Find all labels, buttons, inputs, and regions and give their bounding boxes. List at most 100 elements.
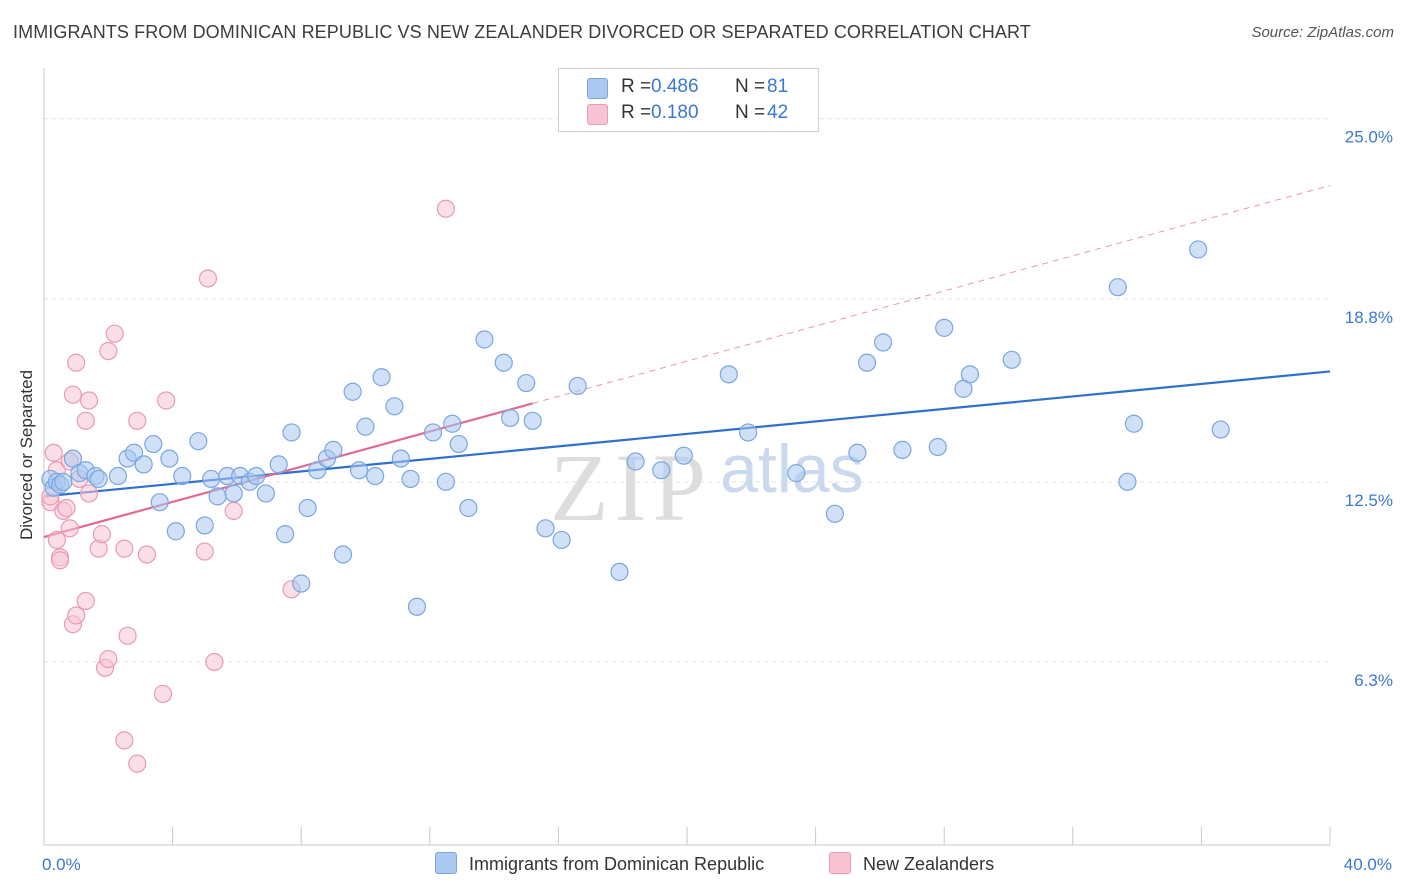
blue-data-point bbox=[324, 440, 343, 459]
pink-data-point bbox=[63, 385, 83, 404]
legend-n-value: 42 bbox=[767, 102, 789, 123]
pink-data-point bbox=[67, 353, 86, 372]
blue-data-point bbox=[150, 493, 169, 512]
y-tick-label: 18.8% bbox=[1345, 308, 1393, 327]
blue-data-point bbox=[54, 472, 73, 491]
blue-data-point bbox=[1118, 472, 1137, 491]
blue-data-point bbox=[108, 466, 128, 486]
blue-data-point bbox=[857, 353, 877, 372]
blue-data-point bbox=[160, 449, 179, 468]
blue-data-point bbox=[494, 353, 513, 372]
blue-data-point bbox=[256, 484, 275, 503]
source-credit: Source: ZipAtlas.com bbox=[1251, 24, 1394, 41]
blue-data-point bbox=[475, 330, 494, 349]
blue-data-point bbox=[523, 411, 542, 430]
legend-swatch-pink bbox=[587, 104, 608, 125]
bottom-legend-label: New Zealanders bbox=[863, 854, 995, 874]
blue-data-point bbox=[202, 469, 221, 489]
blue-data-point bbox=[960, 365, 980, 384]
y-tick-label: 6.3% bbox=[1354, 671, 1393, 690]
blue-data-point bbox=[552, 530, 571, 550]
blue-data-point bbox=[536, 519, 555, 538]
pink-data-point bbox=[105, 324, 124, 343]
blue-data-point bbox=[874, 333, 893, 352]
pink-data-point bbox=[57, 498, 76, 518]
blue-data-point bbox=[349, 461, 369, 480]
blue-data-point bbox=[719, 365, 738, 384]
pink-data-point bbox=[153, 684, 173, 704]
blue-data-point bbox=[674, 446, 693, 465]
x-tick-label: 40.0% bbox=[1344, 855, 1392, 874]
pink-data-point bbox=[205, 652, 224, 672]
pink-data-point bbox=[76, 591, 95, 611]
pink-data-point bbox=[115, 731, 134, 750]
axis-layer bbox=[43, 68, 1331, 846]
pink-data-point bbox=[224, 501, 243, 520]
blue-data-point bbox=[298, 498, 317, 518]
blue-data-point bbox=[292, 574, 311, 593]
pink-data-point bbox=[50, 551, 70, 570]
blue-data-point bbox=[173, 466, 192, 486]
legend-r-label: R = bbox=[621, 102, 652, 123]
pink-data-point bbox=[76, 411, 95, 430]
legend-n-label: N = bbox=[735, 76, 766, 97]
blue-data-point bbox=[610, 562, 629, 582]
blue-data-point bbox=[269, 455, 288, 474]
pink-data-point bbox=[137, 545, 156, 564]
blue-data-point bbox=[787, 464, 806, 483]
blue-data-point bbox=[848, 443, 867, 462]
blue-data-point bbox=[356, 417, 375, 436]
legend-r-value: 0.486 bbox=[651, 76, 699, 97]
blue-data-point bbox=[401, 469, 420, 489]
bottom-legend-label: Immigrants from Dominican Republic bbox=[469, 854, 765, 874]
pink-data-point bbox=[118, 626, 137, 645]
pink-data-point bbox=[47, 530, 66, 550]
blue-data-point bbox=[89, 469, 108, 489]
blue-data-point bbox=[391, 449, 410, 468]
bottom-legend-dominican: Immigrants from Dominican Republic bbox=[435, 852, 764, 875]
pink-data-point bbox=[115, 539, 134, 558]
pink-data-point bbox=[128, 754, 147, 773]
blue-data-point bbox=[935, 318, 954, 337]
blue-data-point bbox=[568, 376, 587, 396]
blue-data-point bbox=[436, 472, 455, 491]
blue-data-point bbox=[738, 423, 758, 442]
tick-labels: 6.3% 12.5% 18.8% 25.0% 0.0% 40.0% bbox=[42, 128, 1393, 874]
blue-data-point bbox=[893, 440, 912, 459]
blue-data-point bbox=[166, 522, 185, 541]
y-tick-label: 12.5% bbox=[1345, 491, 1393, 510]
pink-data-point bbox=[79, 391, 99, 410]
blue-data-point bbox=[208, 487, 227, 506]
blue-data-point bbox=[517, 373, 536, 393]
y-axis-label: Divorced or Separated bbox=[17, 369, 36, 541]
blue-data-point bbox=[1108, 278, 1127, 297]
bottom-legend-swatch-blue bbox=[435, 852, 457, 874]
blue-data-point bbox=[652, 461, 671, 480]
blue-data-point bbox=[423, 423, 443, 442]
blue-data-point bbox=[1211, 420, 1230, 439]
x-tick-label: 0.0% bbox=[42, 855, 81, 874]
blue-data-point bbox=[385, 397, 404, 416]
pink-data-point bbox=[195, 542, 214, 561]
pink-data-point bbox=[436, 199, 455, 218]
blue-data-point bbox=[825, 504, 844, 523]
blue-data-point bbox=[144, 434, 163, 454]
y-tick-label: 25.0% bbox=[1345, 128, 1393, 147]
blue-data-point bbox=[195, 516, 214, 535]
legend-n-label: N = bbox=[735, 102, 766, 123]
bottom-legend-swatch-pink bbox=[829, 852, 851, 874]
blue-data-point bbox=[372, 368, 391, 387]
blue-data-point bbox=[449, 434, 468, 454]
pink-data-point bbox=[99, 341, 118, 361]
blue-data-point bbox=[247, 466, 266, 486]
blue-data-point bbox=[1002, 350, 1021, 369]
pink-data-point bbox=[44, 443, 63, 462]
legend-n-value: 81 bbox=[767, 76, 789, 97]
legend-r-value: 0.180 bbox=[651, 102, 699, 123]
points-layer bbox=[41, 199, 1230, 773]
pink-data-point bbox=[99, 649, 118, 669]
pink-data-point bbox=[60, 519, 79, 538]
pink-trend-extension bbox=[532, 185, 1331, 404]
legend-r-label: R = bbox=[621, 76, 652, 97]
